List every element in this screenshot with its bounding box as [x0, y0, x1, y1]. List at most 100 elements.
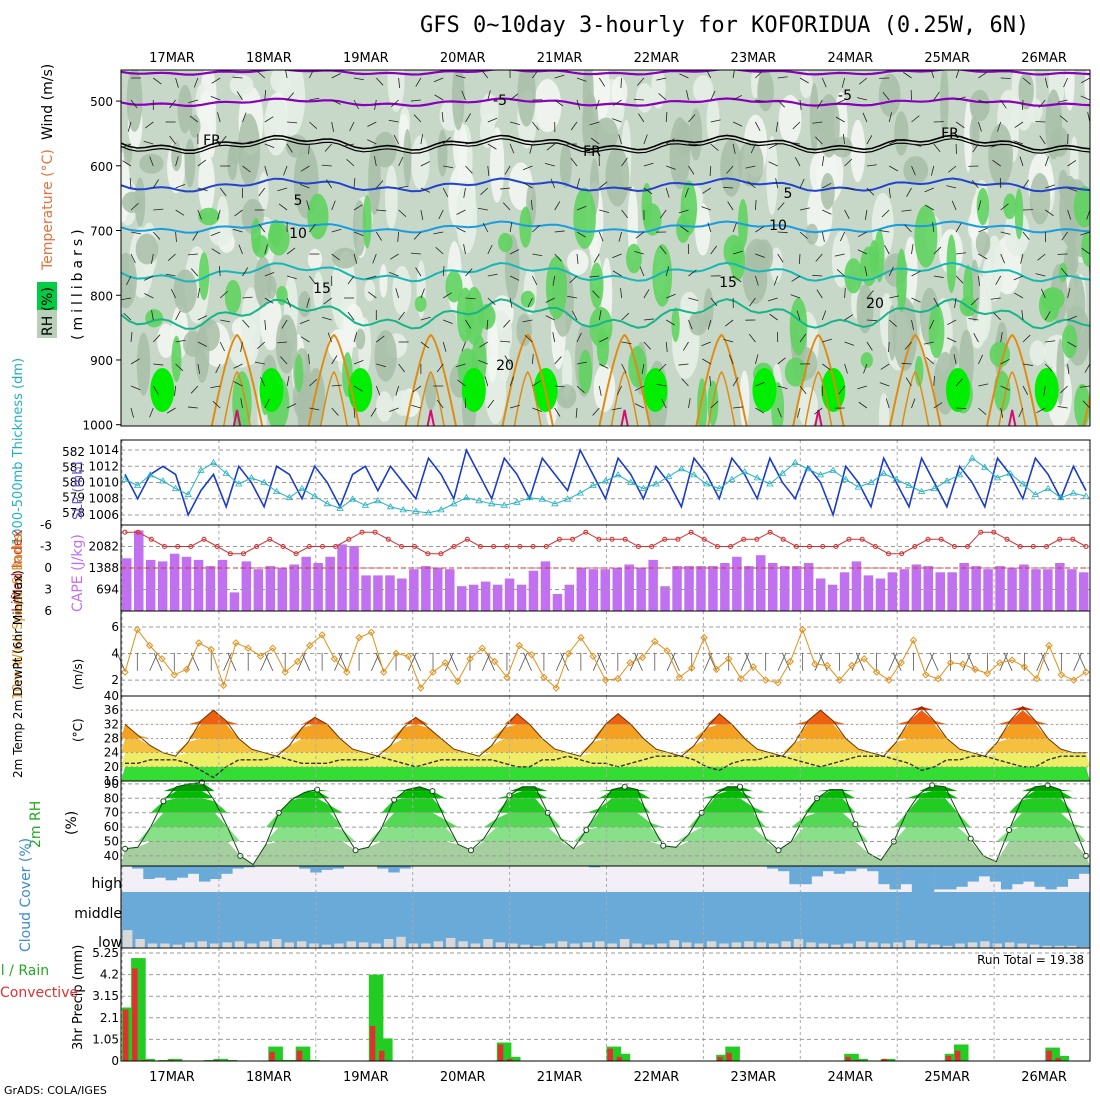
date-label-bottom: 25MAR: [924, 1070, 970, 1085]
isotherm-label: 5: [784, 186, 793, 202]
rh2m-point: [661, 843, 666, 848]
cape-bar: [864, 575, 874, 611]
cloud-low-bar: [757, 942, 766, 948]
precip-convective-bar: [297, 1051, 303, 1061]
cape-bar: [1067, 569, 1077, 611]
cape-bar: [242, 561, 252, 611]
cape-bar: [744, 566, 754, 611]
cape-bar: [708, 566, 718, 611]
temp2m-unit: (°C): [71, 718, 85, 742]
cloud-high-bar: [934, 866, 945, 889]
cloud-low-bar: [931, 945, 940, 948]
cape-bar: [840, 572, 850, 611]
rh-dry-patch: [376, 391, 393, 422]
cape-bar: [313, 563, 323, 611]
cape-bar: [1055, 563, 1065, 611]
rh-wet-patch: [1015, 188, 1023, 239]
isotherm-label: -5: [493, 93, 507, 109]
rh-tick-label: 40: [104, 849, 119, 863]
rh-moist-patch: [173, 269, 197, 313]
svg-text:RH (%): RH (%): [40, 287, 56, 336]
temp-tick-label: 24: [104, 746, 119, 760]
cloud-low-bar: [893, 942, 902, 948]
cape-bar: [1019, 565, 1028, 612]
cloud-low-bar: [272, 939, 281, 948]
cape-bar: [672, 566, 682, 611]
cape-bar: [182, 557, 192, 611]
cloud-low-bar: [135, 939, 144, 948]
wind-barb: [1068, 134, 1069, 144]
cape-bar: [624, 565, 634, 612]
cloud-low-bar: [707, 941, 716, 948]
cape-bar: [936, 572, 946, 611]
rh-wet-patch: [498, 233, 513, 252]
cape-bar: [206, 566, 216, 611]
precip-convective-bar: [132, 968, 138, 1061]
date-label-bottom: 19MAR: [343, 1070, 389, 1085]
cloud-high-bar: [177, 866, 188, 878]
cloud-low-bar: [657, 944, 666, 949]
cape-bar: [529, 571, 539, 611]
wind-barb: [1035, 121, 1045, 122]
cape-bar: [804, 563, 814, 611]
rh-moist-patch: [738, 141, 764, 187]
rh2m-point: [776, 848, 781, 853]
cloud-low-bar: [868, 942, 877, 948]
isotherm-label: 10: [289, 226, 307, 242]
rh-saturated-patch: [643, 368, 667, 412]
rh-wet-patch: [977, 188, 989, 225]
cape-bar: [517, 585, 527, 611]
cloud-low-bar: [608, 944, 617, 949]
rh-wet-patch: [268, 222, 290, 256]
precip-convective-bar: [717, 1057, 723, 1061]
lifted-tick-label: 3: [44, 583, 52, 597]
rh-dry-patch: [364, 280, 375, 302]
cape-bar: [134, 531, 144, 612]
cloud-low-bar: [409, 944, 418, 949]
cloud-low-bar: [384, 939, 393, 948]
cloud-low-bar: [359, 942, 368, 948]
rh-moist-patch: [821, 173, 835, 210]
rh2m-point: [968, 836, 973, 841]
rh-wet-patch: [590, 263, 604, 309]
cape-bar: [971, 566, 981, 611]
cloud-high-bar: [878, 866, 889, 884]
rh-dry-patch: [411, 135, 429, 189]
cloud-low-bar: [781, 941, 790, 948]
rh-saturated-patch: [259, 368, 283, 412]
rh-wet-patch: [1062, 325, 1078, 359]
wind-barb: [1001, 78, 1011, 79]
rh-moist-patch: [332, 248, 358, 269]
date-label-bottom: 22MAR: [634, 1070, 680, 1085]
rh-dry-patch: [392, 266, 411, 315]
cloud-low-bar: [334, 944, 343, 949]
cape-bar: [541, 561, 551, 611]
precip-tick-label: 2.1: [100, 1011, 119, 1025]
temp2m-label: 2m Temp 2m DewPt (6hr Min/Max): [11, 570, 25, 778]
cape-bar: [720, 563, 730, 611]
cape-bar: [337, 544, 347, 611]
cloud-low-bar: [918, 944, 927, 949]
cloud-low-bar: [620, 939, 629, 948]
cape-label: CAPE (J/kg): [70, 534, 86, 612]
precip-convective-legend: Convective: [0, 985, 78, 1001]
cloud-high-bar: [812, 866, 823, 876]
rh-moist-patch: [988, 124, 1013, 187]
cape-bar: [565, 585, 575, 611]
cape-bar: [1079, 572, 1089, 611]
cloud-high-bar: [1045, 866, 1056, 889]
cloud-low-bar: [446, 938, 455, 948]
isotherm-label: 15: [719, 275, 737, 291]
cape-bar: [947, 572, 957, 611]
temp-tick-label: 28: [104, 732, 119, 746]
rh2m-point: [469, 848, 474, 853]
rh-wet-patch: [225, 280, 241, 314]
cape-bar: [780, 566, 790, 611]
rh-moist-patch: [437, 129, 447, 176]
cloud-high-bar: [890, 866, 901, 889]
cloud-high-bar: [834, 866, 845, 874]
cape-bar: [325, 557, 335, 611]
cloud-high-bar: [845, 866, 856, 871]
